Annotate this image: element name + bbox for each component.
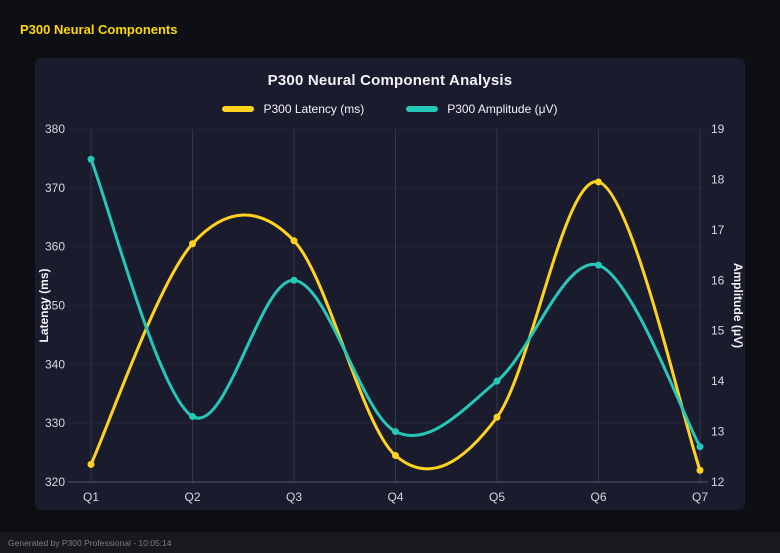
svg-text:360: 360: [45, 240, 65, 254]
svg-text:18: 18: [711, 172, 725, 186]
svg-text:370: 370: [45, 181, 65, 195]
footer-text: Generated by P300 Professional - 10:05:1…: [8, 537, 172, 548]
svg-text:320: 320: [45, 475, 65, 489]
svg-text:15: 15: [711, 324, 725, 338]
chart-legend: P300 Latency (ms) P300 Amplitude (μV): [35, 100, 745, 118]
svg-text:13: 13: [711, 425, 725, 439]
page-title: P300 Neural Components: [20, 22, 178, 37]
svg-text:17: 17: [711, 223, 725, 237]
legend-item-label: P300 Amplitude (μV): [447, 102, 558, 116]
footer-bar: Generated by P300 Professional - 10:05:1…: [0, 532, 780, 553]
svg-text:19: 19: [711, 124, 725, 136]
svg-text:Amplitude (μV): Amplitude (μV): [731, 263, 745, 348]
legend-item-label: P300 Latency (ms): [263, 102, 365, 116]
legend-item[interactable]: P300 Amplitude (μV): [406, 102, 558, 116]
chart-canvas: 320 330 340 350 360 370 380 12 13 14 15 16 17 18 19 Q1 Q…: [37, 124, 745, 504]
legend-swatch: [406, 106, 439, 112]
svg-text:14: 14: [711, 374, 725, 388]
svg-text:Q3: Q3: [286, 490, 302, 504]
svg-text:Q4: Q4: [387, 490, 403, 504]
svg-text:350: 350: [45, 299, 65, 313]
svg-text:Latency (ms): Latency (ms): [37, 268, 51, 342]
svg-text:Q7: Q7: [692, 490, 708, 504]
chart-title: P300 Neural Component Analysis: [267, 72, 513, 89]
svg-text:330: 330: [45, 416, 65, 430]
svg-text:16: 16: [711, 273, 725, 287]
svg-text:Q2: Q2: [184, 490, 200, 504]
svg-text:Q1: Q1: [83, 490, 99, 504]
legend-swatch: [222, 106, 255, 112]
svg-text:340: 340: [45, 357, 65, 371]
svg-text:Q6: Q6: [590, 490, 606, 504]
svg-text:12: 12: [711, 475, 725, 489]
chart-panel: P300 Neural Component Analysis P300 Late…: [35, 58, 745, 510]
svg-text:Q5: Q5: [489, 490, 505, 504]
svg-text:380: 380: [45, 124, 65, 136]
legend-item[interactable]: P300 Latency (ms): [222, 102, 364, 116]
